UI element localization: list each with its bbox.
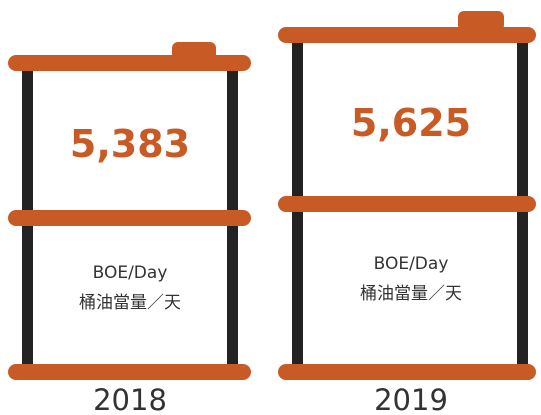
barrel-2019: 5,625 BOE/Day 桶油當量／天 2019 — [278, 11, 536, 415]
barrel-rim — [278, 27, 536, 43]
year: 2019 — [374, 383, 448, 415]
barrel-rim — [8, 364, 251, 380]
unit: BOE/Day — [93, 263, 168, 283]
barrel-2018: 5,383 BOE/Day 桶油當量／天 2018 — [8, 42, 251, 415]
unit-zh: 桶油當量／天 — [79, 293, 181, 313]
barrel-rim — [8, 55, 251, 71]
barrel-rim — [278, 364, 536, 380]
value: 5,383 — [70, 122, 190, 166]
unit: BOE/Day — [374, 254, 449, 274]
barrel-rim — [278, 196, 536, 212]
value: 5,625 — [351, 101, 471, 145]
year: 2018 — [93, 383, 167, 415]
unit-zh: 桶油當量／天 — [360, 284, 462, 304]
barrel-rim — [8, 210, 251, 226]
barrel-cap — [458, 11, 504, 31]
